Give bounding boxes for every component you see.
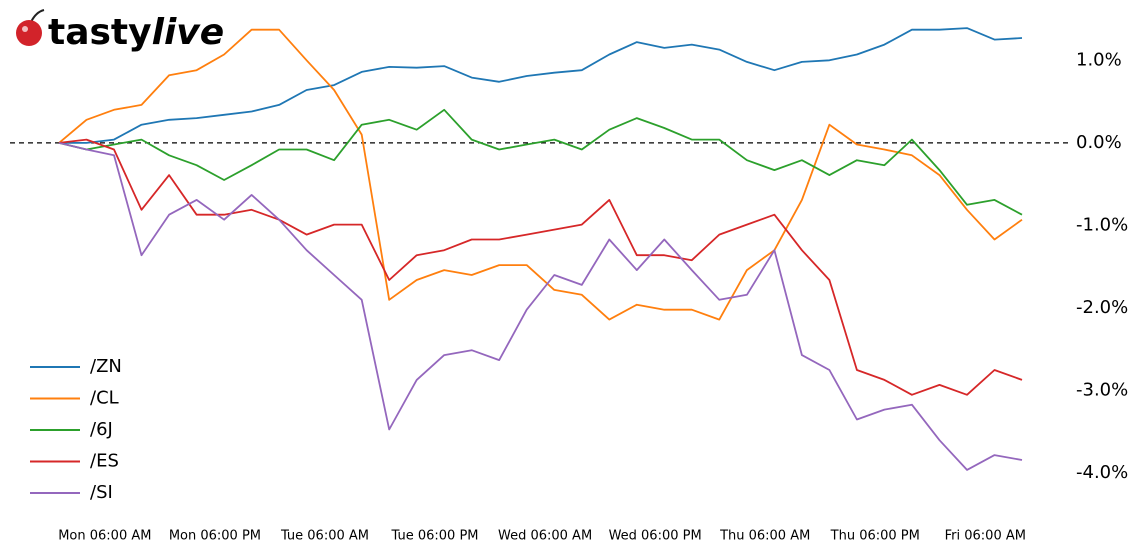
cherry-shine [22, 26, 28, 32]
cherry [16, 20, 42, 46]
logo: tastylive [16, 9, 224, 53]
x-tick-label: Tue 06:00 AM [280, 529, 369, 544]
y-tick-label: -2.0% [1076, 297, 1128, 318]
series-line [58, 28, 1023, 321]
series-line [58, 108, 1023, 216]
legend-label: /ZN [90, 356, 122, 377]
cherry-stem [30, 9, 45, 23]
legend-label: /CL [90, 388, 119, 409]
series-line [58, 142, 1023, 471]
series-line [58, 138, 1023, 396]
series-line [59, 27, 1023, 144]
logo-part: live [152, 12, 225, 53]
y-tick-label: -1.0% [1076, 214, 1128, 235]
legend-label: /ES [90, 451, 119, 472]
legend-label: /SI [90, 482, 113, 503]
x-tick-label: Wed 06:00 PM [609, 529, 702, 544]
x-tick-label: Wed 06:00 AM [498, 529, 592, 544]
x-tick-label: Thu 06:00 PM [830, 529, 920, 544]
x-tick-label: Fri 06:00 AM [945, 529, 1026, 544]
logo-part: tasty [48, 12, 152, 53]
logo-text: tastylive [48, 12, 224, 53]
y-tick-label: -4.0% [1076, 462, 1128, 483]
y-tick-label: 0.0% [1076, 132, 1122, 153]
legend-label: /6J [90, 419, 113, 440]
x-tick-label: Mon 06:00 AM [58, 529, 151, 544]
y-tick-label: -3.0% [1076, 380, 1128, 401]
x-tick-label: Tue 06:00 PM [391, 529, 479, 544]
y-tick-label: 1.0% [1076, 49, 1122, 70]
x-tick-label: Thu 06:00 AM [719, 529, 810, 544]
x-tick-label: Mon 06:00 PM [169, 529, 261, 544]
